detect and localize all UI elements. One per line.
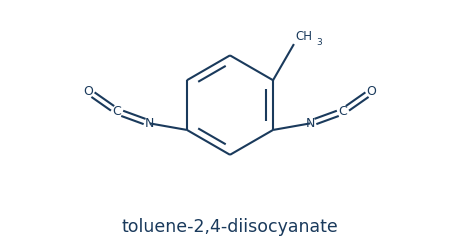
Text: toluene-2,4-diisocyanate: toluene-2,4-diisocyanate [121,218,338,236]
Text: N: N [305,117,314,130]
Text: C: C [112,105,121,118]
Text: 3: 3 [315,38,321,47]
Text: O: O [366,85,375,98]
Text: CH: CH [294,30,311,43]
Text: C: C [338,105,347,118]
Text: N: N [145,117,154,130]
Text: O: O [84,85,93,98]
